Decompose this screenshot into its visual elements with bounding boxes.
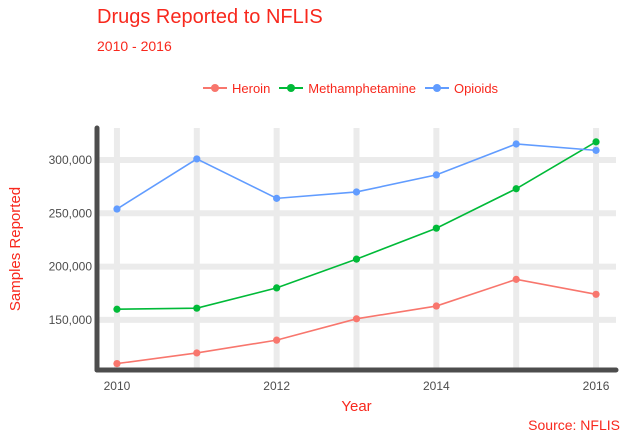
x-tick-label: 2012 <box>263 379 290 393</box>
legend-key-opioids <box>424 81 449 95</box>
legend-label-methamphetamine: Methamphetamine <box>308 80 416 96</box>
x-axis-title: Year <box>341 398 371 415</box>
data-point-methamphetamine <box>432 224 440 232</box>
data-point-methamphetamine <box>592 138 600 146</box>
data-point-opioids <box>193 155 201 163</box>
data-point-opioids <box>592 146 600 154</box>
data-point-methamphetamine <box>352 255 361 263</box>
legend: Heroin Methamphetamine Opioids <box>203 78 507 98</box>
legend-item-methamphetamine: Methamphetamine <box>279 81 416 96</box>
data-point-heroin <box>352 315 361 323</box>
data-point-methamphetamine <box>193 304 201 312</box>
data-point-methamphetamine <box>512 185 520 193</box>
data-point-opioids <box>432 171 440 179</box>
data-point-opioids <box>512 140 520 148</box>
data-point-heroin <box>193 349 201 357</box>
chart-subtitle: 2010 - 2016 <box>97 38 172 54</box>
legend-key-heroin <box>203 81 227 95</box>
data-point-opioids <box>352 188 361 196</box>
data-point-methamphetamine <box>273 284 281 292</box>
y-tick-label: 250,000 <box>49 206 93 220</box>
y-axis-title: Samples Reported <box>7 187 24 311</box>
legend-item-heroin: Heroin <box>203 81 270 96</box>
chart-title: Drugs Reported to NFLIS <box>97 6 323 28</box>
data-point-heroin <box>592 290 600 298</box>
data-point-methamphetamine <box>113 305 121 313</box>
y-tick-label: 300,000 <box>49 153 93 167</box>
data-point-opioids <box>113 205 121 213</box>
data-point-opioids <box>273 194 281 202</box>
legend-label-opioids: Opioids <box>453 80 499 96</box>
x-tick-label: 2016 <box>583 379 610 393</box>
legend-key-methamphetamine <box>279 81 304 95</box>
legend-label-heroin: Heroin <box>232 80 271 96</box>
x-tick-label: 2010 <box>104 379 131 393</box>
x-tick-label: 2014 <box>423 379 450 393</box>
y-tick-label: 200,000 <box>49 260 93 274</box>
data-point-heroin <box>512 275 520 283</box>
y-tick-label: 150,000 <box>49 313 93 327</box>
legend-item-opioids: Opioids <box>424 80 499 96</box>
data-point-heroin <box>113 360 121 368</box>
chart-caption: Source: NFLIS <box>528 417 620 433</box>
data-point-heroin <box>432 302 440 310</box>
data-point-heroin <box>273 336 281 344</box>
